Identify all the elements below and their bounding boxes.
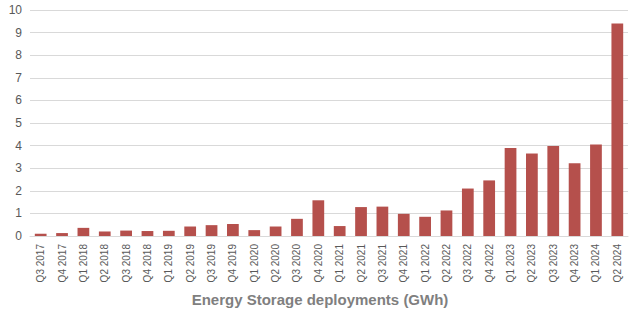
svg-text:Q2 2023: Q2 2023 <box>526 244 537 283</box>
svg-text:Q1 2018: Q1 2018 <box>78 244 89 283</box>
svg-text:Q3 2020: Q3 2020 <box>291 244 302 283</box>
svg-text:8: 8 <box>15 48 22 62</box>
svg-text:Q4 2020: Q4 2020 <box>313 244 324 283</box>
svg-text:0: 0 <box>15 229 22 243</box>
svg-text:Q1 2024: Q1 2024 <box>590 244 601 283</box>
svg-text:Energy Storage deployments (GW: Energy Storage deployments (GWh) <box>192 291 449 308</box>
svg-text:Q2 2024: Q2 2024 <box>612 244 623 283</box>
svg-text:Q3 2023: Q3 2023 <box>548 244 559 283</box>
svg-text:Q1 2023: Q1 2023 <box>505 244 516 283</box>
svg-text:Q4 2023: Q4 2023 <box>569 244 580 283</box>
svg-text:Q3 2021: Q3 2021 <box>377 244 388 283</box>
svg-text:Q4 2022: Q4 2022 <box>484 244 495 283</box>
svg-text:Q1 2020: Q1 2020 <box>249 244 260 283</box>
svg-text:Q1 2022: Q1 2022 <box>420 244 431 283</box>
svg-text:10: 10 <box>9 3 23 17</box>
svg-text:7: 7 <box>15 71 22 85</box>
svg-text:Q4 2021: Q4 2021 <box>398 244 409 283</box>
svg-text:Q1 2019: Q1 2019 <box>163 244 174 283</box>
svg-text:Q2 2019: Q2 2019 <box>185 244 196 283</box>
svg-text:Q2 2022: Q2 2022 <box>441 244 452 283</box>
svg-text:Q2 2021: Q2 2021 <box>356 244 367 283</box>
svg-text:3: 3 <box>15 161 22 175</box>
svg-text:Q3 2017: Q3 2017 <box>35 244 46 283</box>
svg-text:Q1 2021: Q1 2021 <box>334 244 345 283</box>
svg-text:1: 1 <box>15 206 22 220</box>
svg-text:Q4 2019: Q4 2019 <box>227 244 238 283</box>
svg-text:Q2 2020: Q2 2020 <box>270 244 281 283</box>
svg-text:5: 5 <box>15 116 22 130</box>
svg-text:Q2 2018: Q2 2018 <box>99 244 110 283</box>
svg-text:Q3 2018: Q3 2018 <box>121 244 132 283</box>
svg-text:2: 2 <box>15 184 22 198</box>
svg-text:9: 9 <box>15 26 22 40</box>
svg-text:6: 6 <box>15 93 22 107</box>
svg-text:Q4 2017: Q4 2017 <box>57 244 68 283</box>
svg-text:4: 4 <box>15 139 22 153</box>
svg-text:Q4 2018: Q4 2018 <box>142 244 153 283</box>
svg-text:Q3 2019: Q3 2019 <box>206 244 217 283</box>
svg-text:Q3 2022: Q3 2022 <box>462 244 473 283</box>
